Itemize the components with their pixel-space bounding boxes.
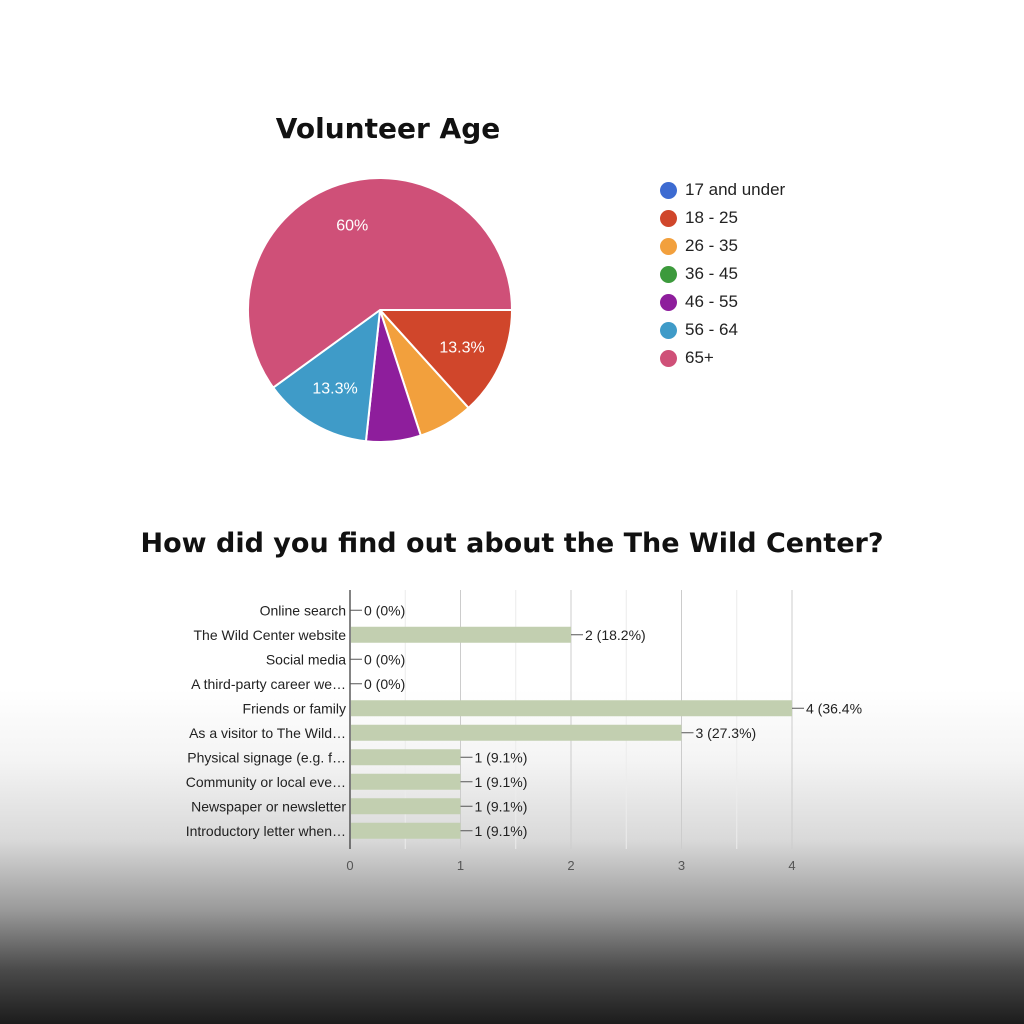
pie-data-label: 13.3%: [439, 339, 484, 356]
bar-data-label: 1 (9.1%): [475, 798, 528, 814]
legend-item: 46 - 55: [660, 288, 785, 316]
legend-label: 26 - 35: [685, 236, 738, 255]
bar-data-label: 2 (18.2%): [585, 627, 646, 643]
legend-label: 46 - 55: [685, 292, 738, 311]
pie-chart: 13.3% 13.3% 60%: [247, 177, 514, 443]
legend-item: 26 - 35: [660, 232, 785, 260]
legend-item: 17 and under: [660, 176, 785, 204]
legend-swatch: [660, 265, 677, 283]
legend-label: 36 - 45: [685, 264, 738, 283]
bar: [351, 626, 571, 643]
bar: [351, 749, 461, 766]
category-label: Friends or family: [243, 700, 346, 716]
bar-data-label: 0 (0%): [364, 602, 405, 618]
bar-data-label: 1 (9.1%): [475, 774, 528, 790]
pie-data-label: 60%: [336, 218, 368, 235]
bar-data-label: 4 (36.4%: [806, 700, 862, 716]
x-tick-label: 4: [788, 858, 795, 873]
x-tick-label: 1: [457, 858, 464, 873]
legend-swatch: [660, 349, 677, 367]
category-label: Online search: [260, 602, 346, 618]
legend-swatch: [660, 321, 677, 339]
legend-label: 65+: [685, 348, 714, 367]
category-label: Newspaper or newsletter: [191, 798, 346, 814]
bar: [351, 798, 461, 815]
legend-item: 36 - 45: [660, 260, 785, 288]
category-label: Introductory letter when…: [186, 823, 346, 839]
legend-swatch: [660, 293, 677, 311]
category-label: Social media: [266, 651, 346, 667]
legend-swatch: [660, 237, 677, 255]
pie-slice: [271, 307, 382, 443]
pie-data-label: 13.3%: [312, 381, 357, 398]
category-label: Community or local eve…: [186, 774, 346, 790]
x-tick-label: 0: [346, 858, 353, 873]
bar-data-label: 3 (27.3%): [696, 725, 757, 741]
category-label: As a visitor to The Wild…: [189, 725, 346, 741]
category-label: A third-party career we…: [191, 676, 346, 692]
bar-chart: 0 1 2 3 4 Online search 0 (0%) The Wild Center …: [186, 590, 862, 873]
bar: [351, 700, 792, 717]
pie-legend: 17 and under 18 - 25 26 - 35 36 - 45 46 - 55…: [660, 176, 785, 372]
bar-chart-title: How did you find out about the The Wild …: [140, 528, 884, 559]
category-label: Physical signage (e.g. f…: [187, 749, 346, 765]
pie-slice: [377, 309, 514, 410]
legend-swatch: [660, 181, 677, 199]
bar-data-label: 0 (0%): [364, 676, 405, 692]
legend-label: 56 - 64: [685, 320, 738, 339]
category-label: The Wild Center website: [193, 627, 346, 643]
bar: [351, 773, 461, 790]
bar-data-label: 0 (0%): [364, 651, 405, 667]
bar-data-label: 1 (9.1%): [475, 749, 528, 765]
bar: [351, 724, 682, 741]
legend-label: 17 and under: [685, 180, 786, 199]
legend-swatch: [660, 209, 677, 227]
x-tick-label: 3: [678, 858, 685, 873]
pie-slice: [247, 177, 514, 389]
legend-item: 65+: [660, 344, 785, 372]
legend-item: 56 - 64: [660, 316, 785, 344]
bar-data-label: 1 (9.1%): [475, 823, 528, 839]
pie-chart-title: Volunteer Age: [275, 112, 501, 145]
legend-label: 18 - 25: [685, 208, 738, 227]
legend-item: 18 - 25: [660, 204, 785, 232]
x-tick-label: 2: [567, 858, 574, 873]
bar: [351, 822, 461, 839]
